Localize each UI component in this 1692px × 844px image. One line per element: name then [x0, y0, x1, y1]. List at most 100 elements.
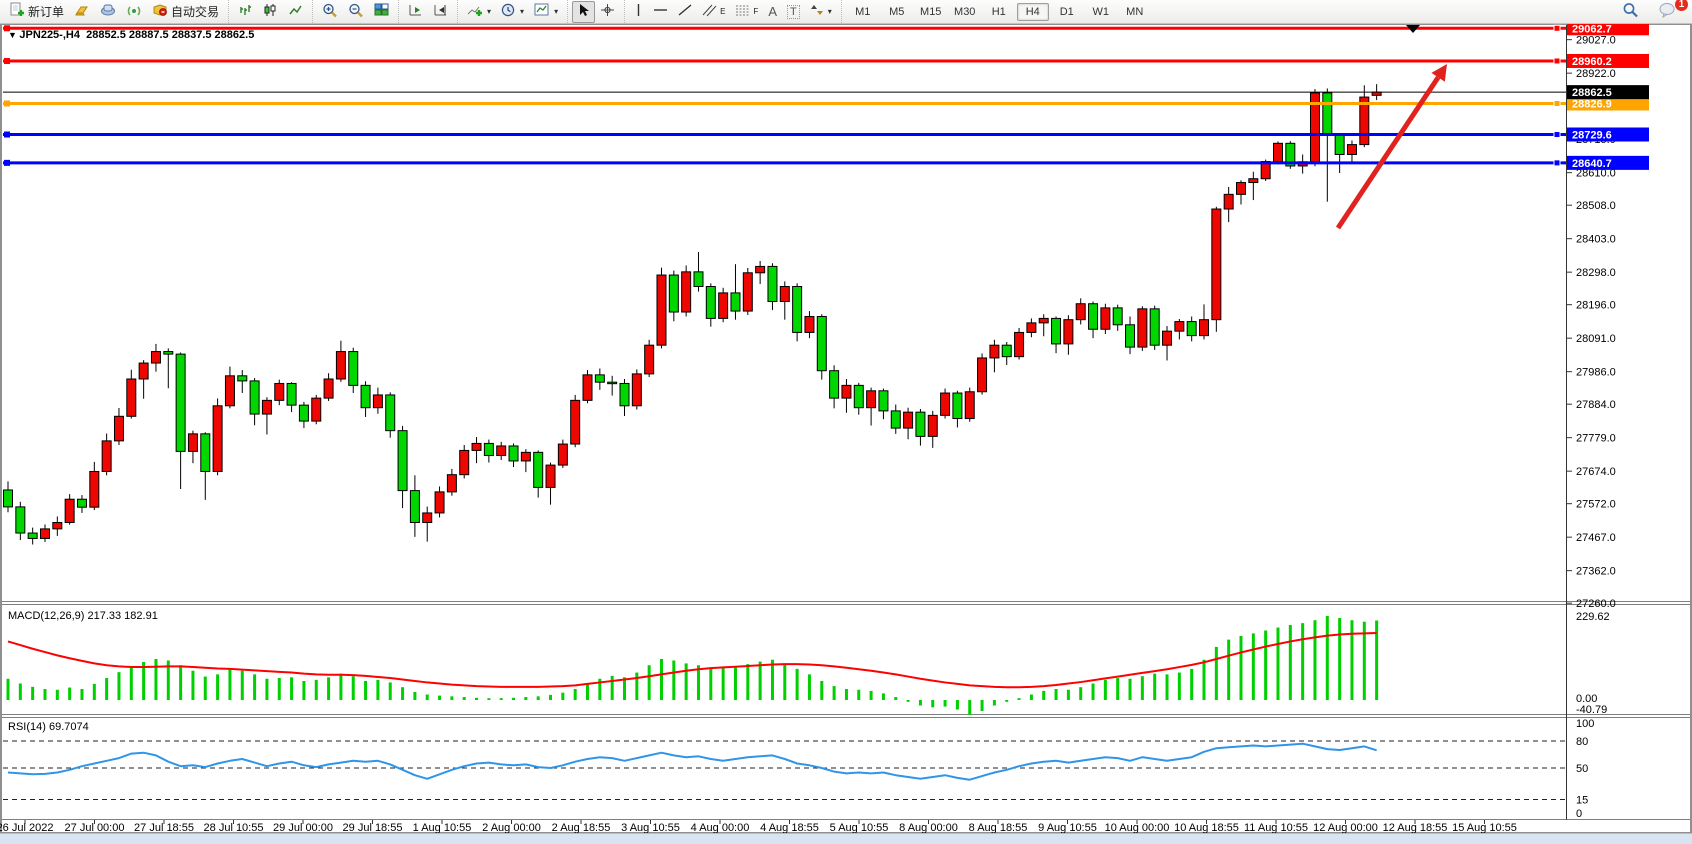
- price-line-badge[interactable]: [1567, 85, 1649, 100]
- hline-handle[interactable]: [1553, 24, 1561, 32]
- hline-handle[interactable]: [4, 57, 10, 64]
- label-tool-button[interactable]: T: [782, 1, 805, 23]
- macd-bar: [1301, 623, 1305, 700]
- time-axis[interactable]: 26 Jul 2022 27 Jul 00:00 27 Jul 18:55 28 Ju…: [0, 820, 1517, 834]
- price-line-badge[interactable]: [1567, 21, 1649, 36]
- candle-body: [545, 464, 556, 488]
- bar-chart-button[interactable]: [233, 1, 258, 23]
- macd-indicator-label: MACD(12,26,9) 217.33 182.91: [8, 610, 158, 622]
- trendline-button[interactable]: [673, 1, 697, 23]
- fibonacci-button[interactable]: F: [730, 1, 763, 23]
- trend-arrow[interactable]: [1335, 75, 1441, 230]
- macd-bar: [524, 697, 528, 700]
- rsi-name: RSI(14): [8, 721, 46, 733]
- text-tool-button[interactable]: A: [763, 1, 782, 23]
- autotrade-icon: [152, 3, 168, 20]
- price-line-badge[interactable]: [1567, 96, 1649, 111]
- channel-button[interactable]: E: [697, 1, 730, 23]
- price-line-badge[interactable]: [1567, 127, 1649, 142]
- timeframe-m1[interactable]: M1: [855, 5, 871, 18]
- trend-arrow-head[interactable]: [1431, 64, 1447, 82]
- zoom-in-button[interactable]: [317, 1, 343, 23]
- cursor-button[interactable]: [572, 0, 596, 23]
- rsi-axis-label: 0: [1576, 808, 1582, 820]
- signal-button[interactable]: [122, 1, 147, 23]
- price-line-badge[interactable]: [1567, 155, 1649, 170]
- symbol-header[interactable]: ▼ JPN225-,H4 28852.5 28887.5 28837.5 288…: [8, 29, 254, 41]
- timeframe-w1[interactable]: W1: [1092, 5, 1109, 18]
- indicators-button[interactable]: ▾: [462, 1, 496, 23]
- timeframe-mn[interactable]: MN: [1126, 5, 1144, 18]
- market-watch-button[interactable]: [69, 1, 95, 23]
- price-line-badge[interactable]: [1567, 53, 1649, 68]
- candle-body: [829, 370, 840, 399]
- periods-button[interactable]: ▾: [496, 1, 529, 23]
- timeframe-m30[interactable]: M30: [954, 5, 976, 18]
- cloud-icon: [100, 3, 117, 20]
- timeframe-d1[interactable]: D1: [1059, 5, 1074, 18]
- macd-bar: [968, 700, 972, 715]
- hline-button[interactable]: [648, 1, 673, 23]
- timeframe-h1[interactable]: H1: [991, 5, 1006, 18]
- macd-bar: [1066, 689, 1070, 700]
- hline-handle[interactable]: [1553, 159, 1561, 167]
- price-line-badge-text: 28862.5: [1572, 87, 1612, 99]
- macd-bar: [475, 697, 479, 700]
- hline-handle[interactable]: [4, 25, 10, 32]
- macd-axis-zero: 0.00: [1576, 693, 1597, 705]
- candles: [3, 84, 1382, 545]
- notifications-button[interactable]: 1: [1654, 0, 1688, 23]
- hline-objects: 29062.7 28960.2 28826.9 28729.6 28640.7 28862…: [3, 21, 1649, 170]
- candle-body: [705, 286, 716, 319]
- upload-button[interactable]: [95, 1, 122, 23]
- macd-bar: [770, 659, 774, 700]
- templates-button[interactable]: ▾: [529, 1, 563, 23]
- timeframe-m15[interactable]: M15: [920, 5, 942, 18]
- macd-bar: [1177, 672, 1181, 700]
- candle-body: [138, 362, 149, 380]
- chart-shift-marker[interactable]: [1406, 25, 1420, 33]
- candle-body: [557, 443, 568, 466]
- macd-bar: [351, 676, 355, 700]
- time-label: 8 Aug 00:00: [899, 822, 958, 834]
- time-label: 3 Aug 10:55: [621, 822, 680, 834]
- candle-body: [1322, 92, 1333, 136]
- hline-handle[interactable]: [4, 131, 10, 138]
- macd-bar: [758, 661, 762, 700]
- candlestick-chart-button[interactable]: [258, 1, 283, 23]
- hline-handle[interactable]: [4, 159, 10, 166]
- macd-bar: [906, 700, 910, 702]
- candle-body: [76, 498, 87, 508]
- hline-handle[interactable]: [4, 100, 10, 107]
- candle-body: [348, 351, 359, 386]
- candle-body: [286, 382, 297, 406]
- line-chart-button[interactable]: [283, 1, 308, 23]
- hline-handle[interactable]: [1553, 99, 1561, 107]
- new-order-button[interactable]: 新订单: [4, 1, 69, 23]
- new-order-label: 新订单: [28, 5, 65, 19]
- time-label: 2 Aug 00:00: [482, 822, 541, 834]
- arrows-tool-button[interactable]: ▾: [805, 1, 837, 23]
- time-label: 29 Jul 00:00: [273, 822, 333, 834]
- hline-handle[interactable]: [1553, 131, 1561, 139]
- candle-body: [1346, 144, 1357, 155]
- crosshair-button[interactable]: [595, 1, 620, 23]
- tile-windows-button[interactable]: [369, 1, 394, 23]
- hline-handle[interactable]: [1553, 57, 1561, 65]
- macd-bar: [117, 672, 121, 700]
- chart-shift-button[interactable]: [428, 1, 453, 23]
- zoom-in-icon: [322, 3, 338, 21]
- candle-body: [1285, 142, 1296, 167]
- timeframe-h4[interactable]: H4: [1016, 2, 1049, 21]
- auto-scroll-button[interactable]: [403, 1, 428, 23]
- autotrade-button[interactable]: 自动交易: [147, 1, 224, 23]
- price-axis[interactable]: 29027.028922.028817.028715.028610.028508…: [1566, 35, 1616, 611]
- rsi-axis-label: 100: [1576, 718, 1594, 730]
- macd-bar: [832, 686, 836, 700]
- vline-button[interactable]: [629, 1, 648, 23]
- zoom-out-button[interactable]: [343, 1, 369, 23]
- timeframe-m5[interactable]: M5: [889, 5, 905, 18]
- search-button[interactable]: [1617, 1, 1644, 23]
- macd-bar: [696, 665, 700, 700]
- candle-body: [1248, 178, 1259, 184]
